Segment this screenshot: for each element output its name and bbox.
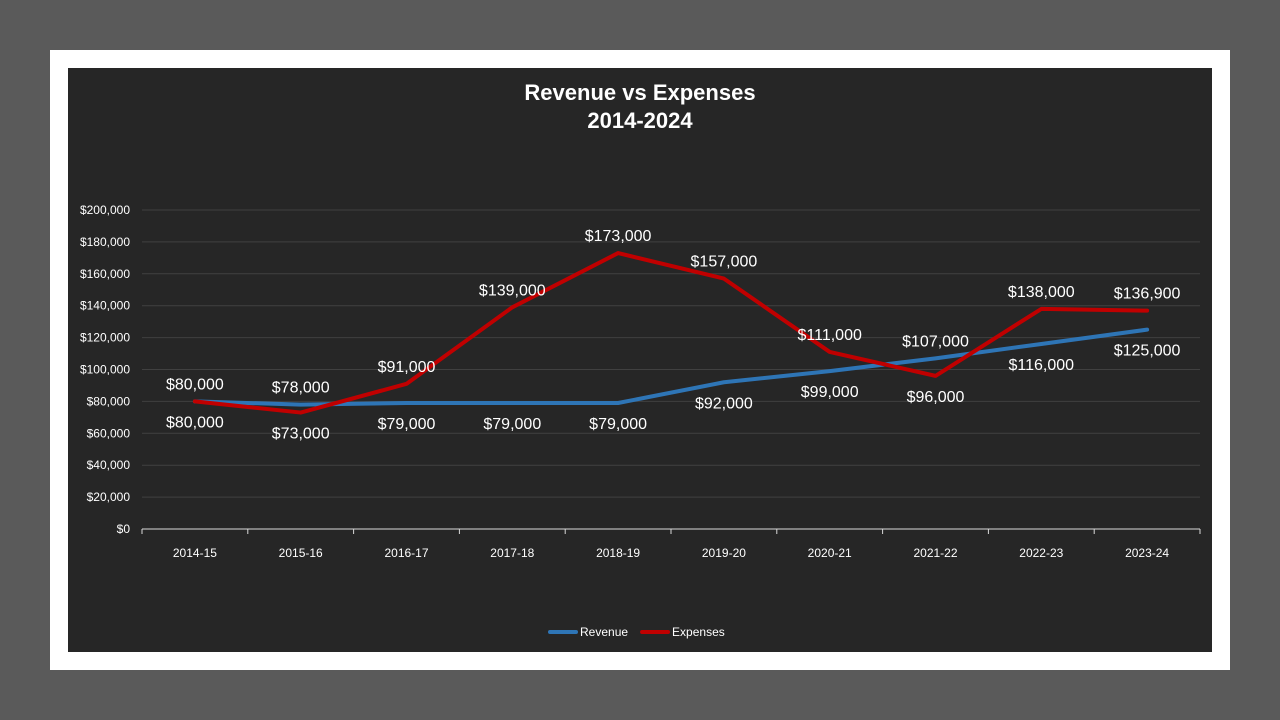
data-label-expenses: $157,000 xyxy=(691,254,758,271)
series-line-expenses xyxy=(192,251,1150,415)
data-label-expenses: $139,000 xyxy=(479,282,546,299)
series-line-revenue xyxy=(192,327,1150,407)
data-label-revenue: $79,000 xyxy=(378,416,436,433)
chart-area: Revenue vs Expenses 2014-2024 $0 $20,000 $… xyxy=(68,68,1212,652)
x-tick-label: 2014-15 xyxy=(173,546,217,560)
data-label-revenue: $80,000 xyxy=(166,376,224,393)
legend-label-expenses: Expenses xyxy=(672,625,725,639)
y-tick-label: $140,000 xyxy=(80,299,130,313)
chart-title: Revenue vs Expenses xyxy=(524,80,755,105)
data-label-revenue: $116,000 xyxy=(1009,357,1075,374)
data-label-expenses: $96,000 xyxy=(907,389,965,406)
data-label-expenses: $136,900 xyxy=(1114,286,1181,303)
data-label-revenue: $78,000 xyxy=(272,380,330,397)
y-tick-label: $80,000 xyxy=(87,394,131,408)
y-tick-label: $120,000 xyxy=(80,331,130,345)
data-label-expenses: $173,000 xyxy=(585,228,652,245)
y-tick-label: $100,000 xyxy=(80,363,130,377)
x-tick-label: 2021-22 xyxy=(913,546,957,560)
data-label-expenses: $138,000 xyxy=(1008,284,1075,301)
data-label-revenue: $79,000 xyxy=(589,416,647,433)
x-tick-label: 2020-21 xyxy=(808,546,852,560)
chart-subtitle: 2014-2024 xyxy=(587,108,693,133)
data-labels: $80,000 $80,000 $78,000 $73,000 $79,000 $91,0… xyxy=(166,228,1181,443)
legend-label-revenue: Revenue xyxy=(580,625,628,639)
x-tick-label: 2023-24 xyxy=(1125,546,1169,560)
data-label-expenses: $91,000 xyxy=(378,359,436,376)
x-tick-label: 2016-17 xyxy=(384,546,428,560)
gridlines xyxy=(142,209,1200,498)
data-label-revenue: $99,000 xyxy=(801,384,859,401)
data-label-revenue: $125,000 xyxy=(1114,343,1181,360)
x-axis: 2014-15 2015-16 2016-17 2017-18 2018-19 2019-… xyxy=(141,528,1201,560)
line-chart: Revenue vs Expenses 2014-2024 $0$20,000$… xyxy=(80,80,1201,639)
y-tick-label: $0 xyxy=(117,522,131,536)
x-tick-label: 2017-18 xyxy=(490,546,534,560)
x-tick-label: 2022-23 xyxy=(1019,546,1063,560)
y-tick-label: $160,000 xyxy=(80,267,130,281)
y-tick-label: $180,000 xyxy=(80,235,130,249)
series-lines xyxy=(192,251,1150,415)
y-tick-label: $20,000 xyxy=(87,490,131,504)
data-label-revenue: $79,000 xyxy=(483,416,541,433)
y-tick-label: $60,000 xyxy=(87,426,131,440)
y-tick-label: $200,000 xyxy=(80,203,130,217)
legend: Revenue Expenses xyxy=(548,625,725,639)
x-tick-label: 2015-16 xyxy=(279,546,323,560)
y-tick-label: $40,000 xyxy=(87,458,131,472)
data-label-expenses: $111,000 xyxy=(798,327,862,344)
x-tick-label: 2019-20 xyxy=(702,546,746,560)
data-label-revenue: $92,000 xyxy=(695,395,753,412)
data-label-expenses: $73,000 xyxy=(272,426,330,443)
data-label-revenue: $107,000 xyxy=(902,333,969,350)
data-label-expenses: $80,000 xyxy=(166,414,224,431)
x-tick-label: 2018-19 xyxy=(596,546,640,560)
y-axis-ticks: $0 $20,000 $40,000 $60,000 $80,000 $100,000 $1… xyxy=(80,203,130,536)
